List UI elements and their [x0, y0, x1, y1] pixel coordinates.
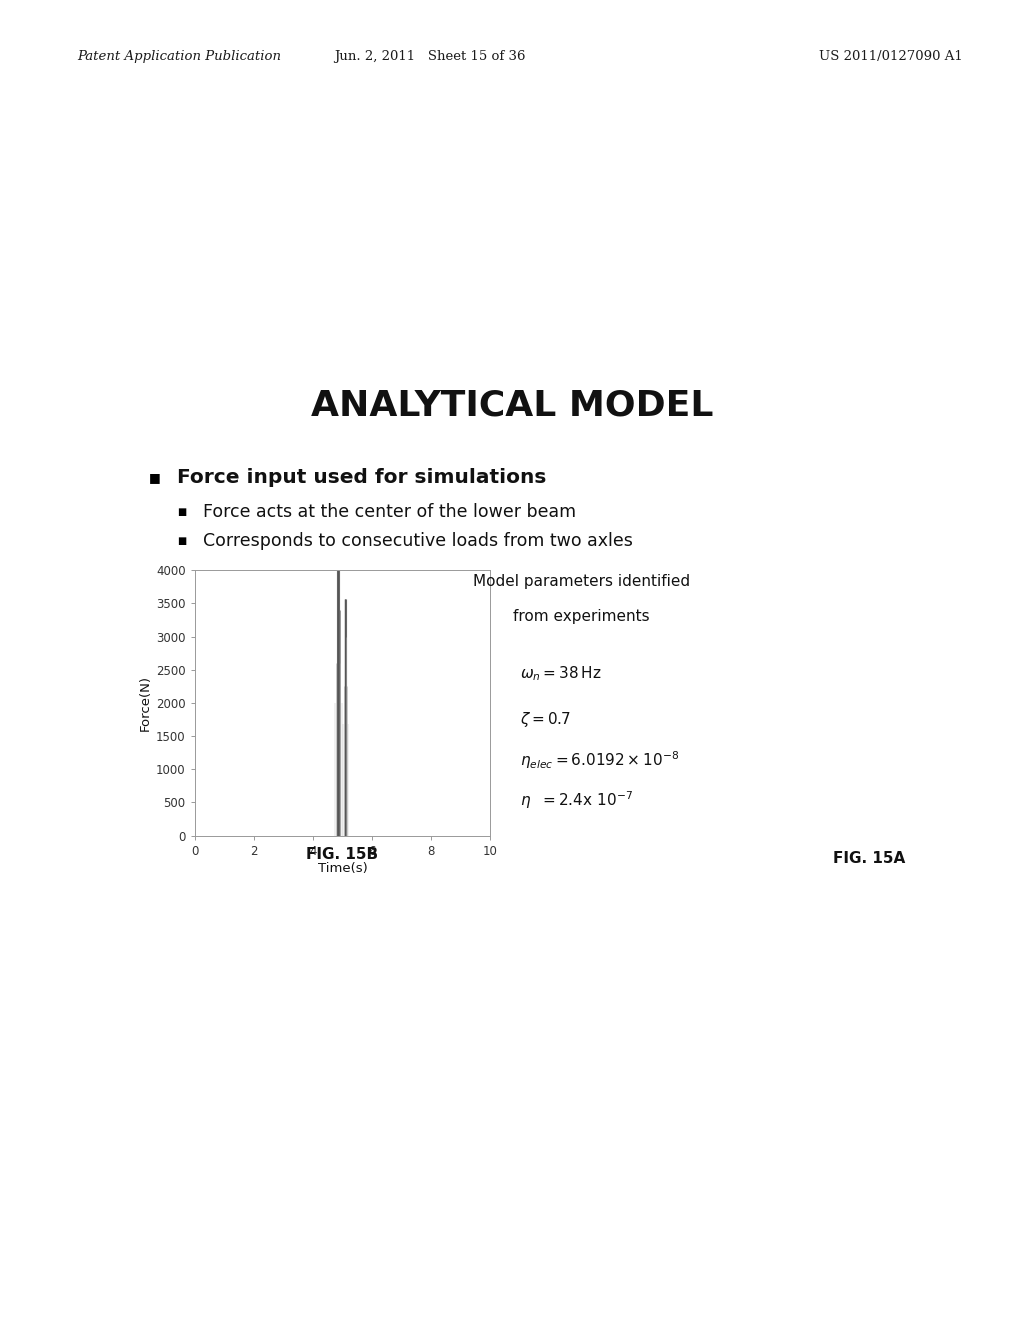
Text: from experiments: from experiments: [513, 609, 650, 623]
Text: $\zeta = 0.7$: $\zeta = 0.7$: [520, 710, 571, 729]
Text: $\eta\ \ = 2.4\mathrm{x}\ 10^{-7}$: $\eta\ \ = 2.4\mathrm{x}\ 10^{-7}$: [520, 789, 633, 810]
X-axis label: Time(s): Time(s): [317, 862, 368, 875]
Text: Force input used for simulations: Force input used for simulations: [177, 469, 547, 487]
Y-axis label: Force(N): Force(N): [138, 675, 152, 731]
Text: FIG. 15A: FIG. 15A: [834, 851, 905, 866]
Text: FIG. 15B: FIG. 15B: [306, 847, 379, 862]
Text: Jun. 2, 2011   Sheet 15 of 36: Jun. 2, 2011 Sheet 15 of 36: [334, 50, 526, 63]
Text: Patent Application Publication: Patent Application Publication: [77, 50, 281, 63]
Text: $\eta_{elec} = 6.0192\times10^{-8}$: $\eta_{elec} = 6.0192\times10^{-8}$: [520, 750, 679, 771]
Text: US 2011/0127090 A1: US 2011/0127090 A1: [819, 50, 963, 63]
Text: $\omega_n = 38\,\mathrm{Hz}$: $\omega_n = 38\,\mathrm{Hz}$: [520, 664, 602, 682]
Text: ■: ■: [177, 507, 186, 517]
Text: ANALYTICAL MODEL: ANALYTICAL MODEL: [311, 388, 713, 422]
Text: Corresponds to consecutive loads from two axles: Corresponds to consecutive loads from tw…: [203, 532, 633, 550]
Text: Force acts at the center of the lower beam: Force acts at the center of the lower be…: [203, 503, 575, 521]
Text: ■: ■: [148, 471, 160, 484]
Text: Model parameters identified: Model parameters identified: [473, 574, 690, 589]
Text: ■: ■: [177, 536, 186, 546]
